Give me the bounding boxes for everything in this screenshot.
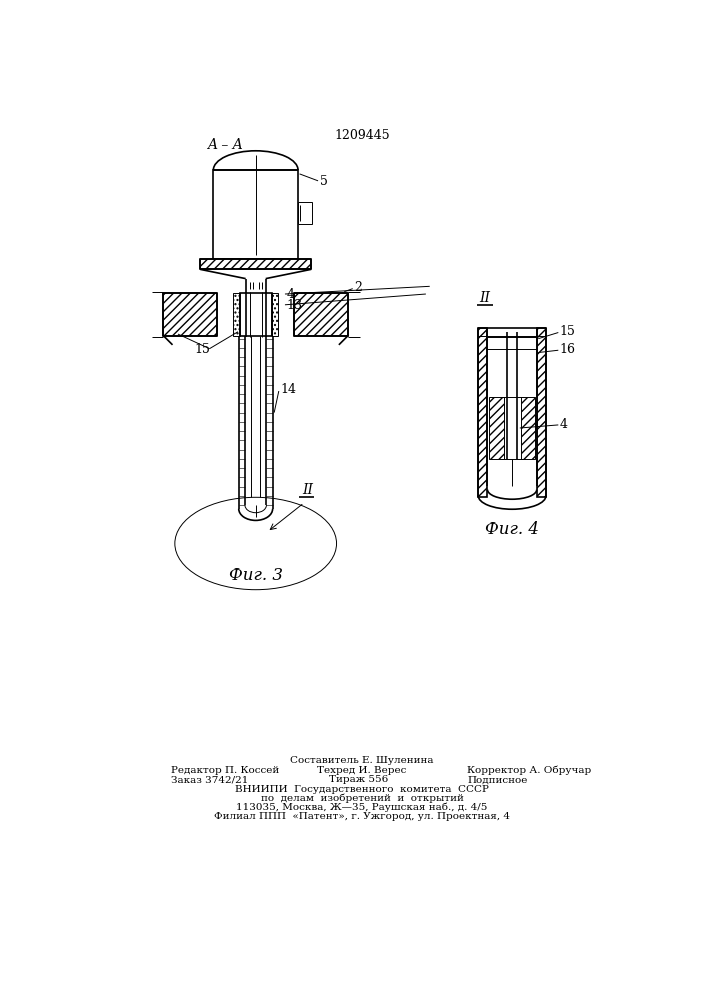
Text: Корректор А. Обручар: Корректор А. Обручар (467, 766, 592, 775)
Text: ІІ: ІІ (479, 291, 491, 305)
Bar (240, 293, 272, 336)
Text: Тираж 556: Тираж 556 (329, 775, 388, 784)
Text: ВНИИПИ  Государственного  комитета  СССР: ВНИИПИ Государственного комитета СССР (235, 785, 489, 794)
Text: Редактор П. Коссей: Редактор П. Коссей (171, 766, 279, 775)
Text: A – A: A – A (207, 138, 243, 152)
Text: Филиал ППП  «Патент», г. Ужгород, ул. Проектная, 4: Филиал ППП «Патент», г. Ужгород, ул. Про… (214, 812, 510, 821)
Bar (163, 293, 217, 336)
Text: 1209445: 1209445 (334, 129, 390, 142)
Text: ІІ: ІІ (303, 483, 313, 497)
Bar (298, 202, 312, 224)
Text: 2: 2 (354, 281, 362, 294)
Text: 13: 13 (286, 299, 303, 312)
Text: 5: 5 (320, 175, 327, 188)
Text: 4: 4 (560, 418, 568, 431)
Text: Составитель Е. Шуленина: Составитель Е. Шуленина (290, 756, 433, 765)
Text: 16: 16 (560, 343, 575, 356)
Text: 4: 4 (286, 288, 295, 301)
Bar (200, 259, 311, 269)
Text: Заказ 3742/21: Заказ 3742/21 (171, 775, 248, 784)
Text: Фиг. 4: Фиг. 4 (485, 521, 539, 538)
Text: 113035, Москва, Ж—35, Раушская наб., д. 4/5: 113035, Москва, Ж—35, Раушская наб., д. … (236, 803, 488, 812)
Bar (294, 293, 348, 336)
Text: Фиг. 3: Фиг. 3 (228, 567, 283, 584)
Bar (537, 328, 546, 497)
Text: Техред И. Верес: Техред И. Верес (317, 766, 407, 775)
Text: 14: 14 (281, 383, 296, 396)
Bar (214, 170, 298, 259)
Bar (489, 397, 503, 459)
Bar (272, 293, 278, 336)
Bar (233, 293, 240, 336)
Bar (520, 397, 535, 459)
Text: по  делам  изобретений  и  открытий: по делам изобретений и открытий (260, 794, 463, 803)
Text: 15: 15 (194, 343, 210, 356)
Bar (478, 328, 487, 497)
Text: 15: 15 (560, 325, 575, 338)
Text: Подписное: Подписное (467, 775, 528, 784)
